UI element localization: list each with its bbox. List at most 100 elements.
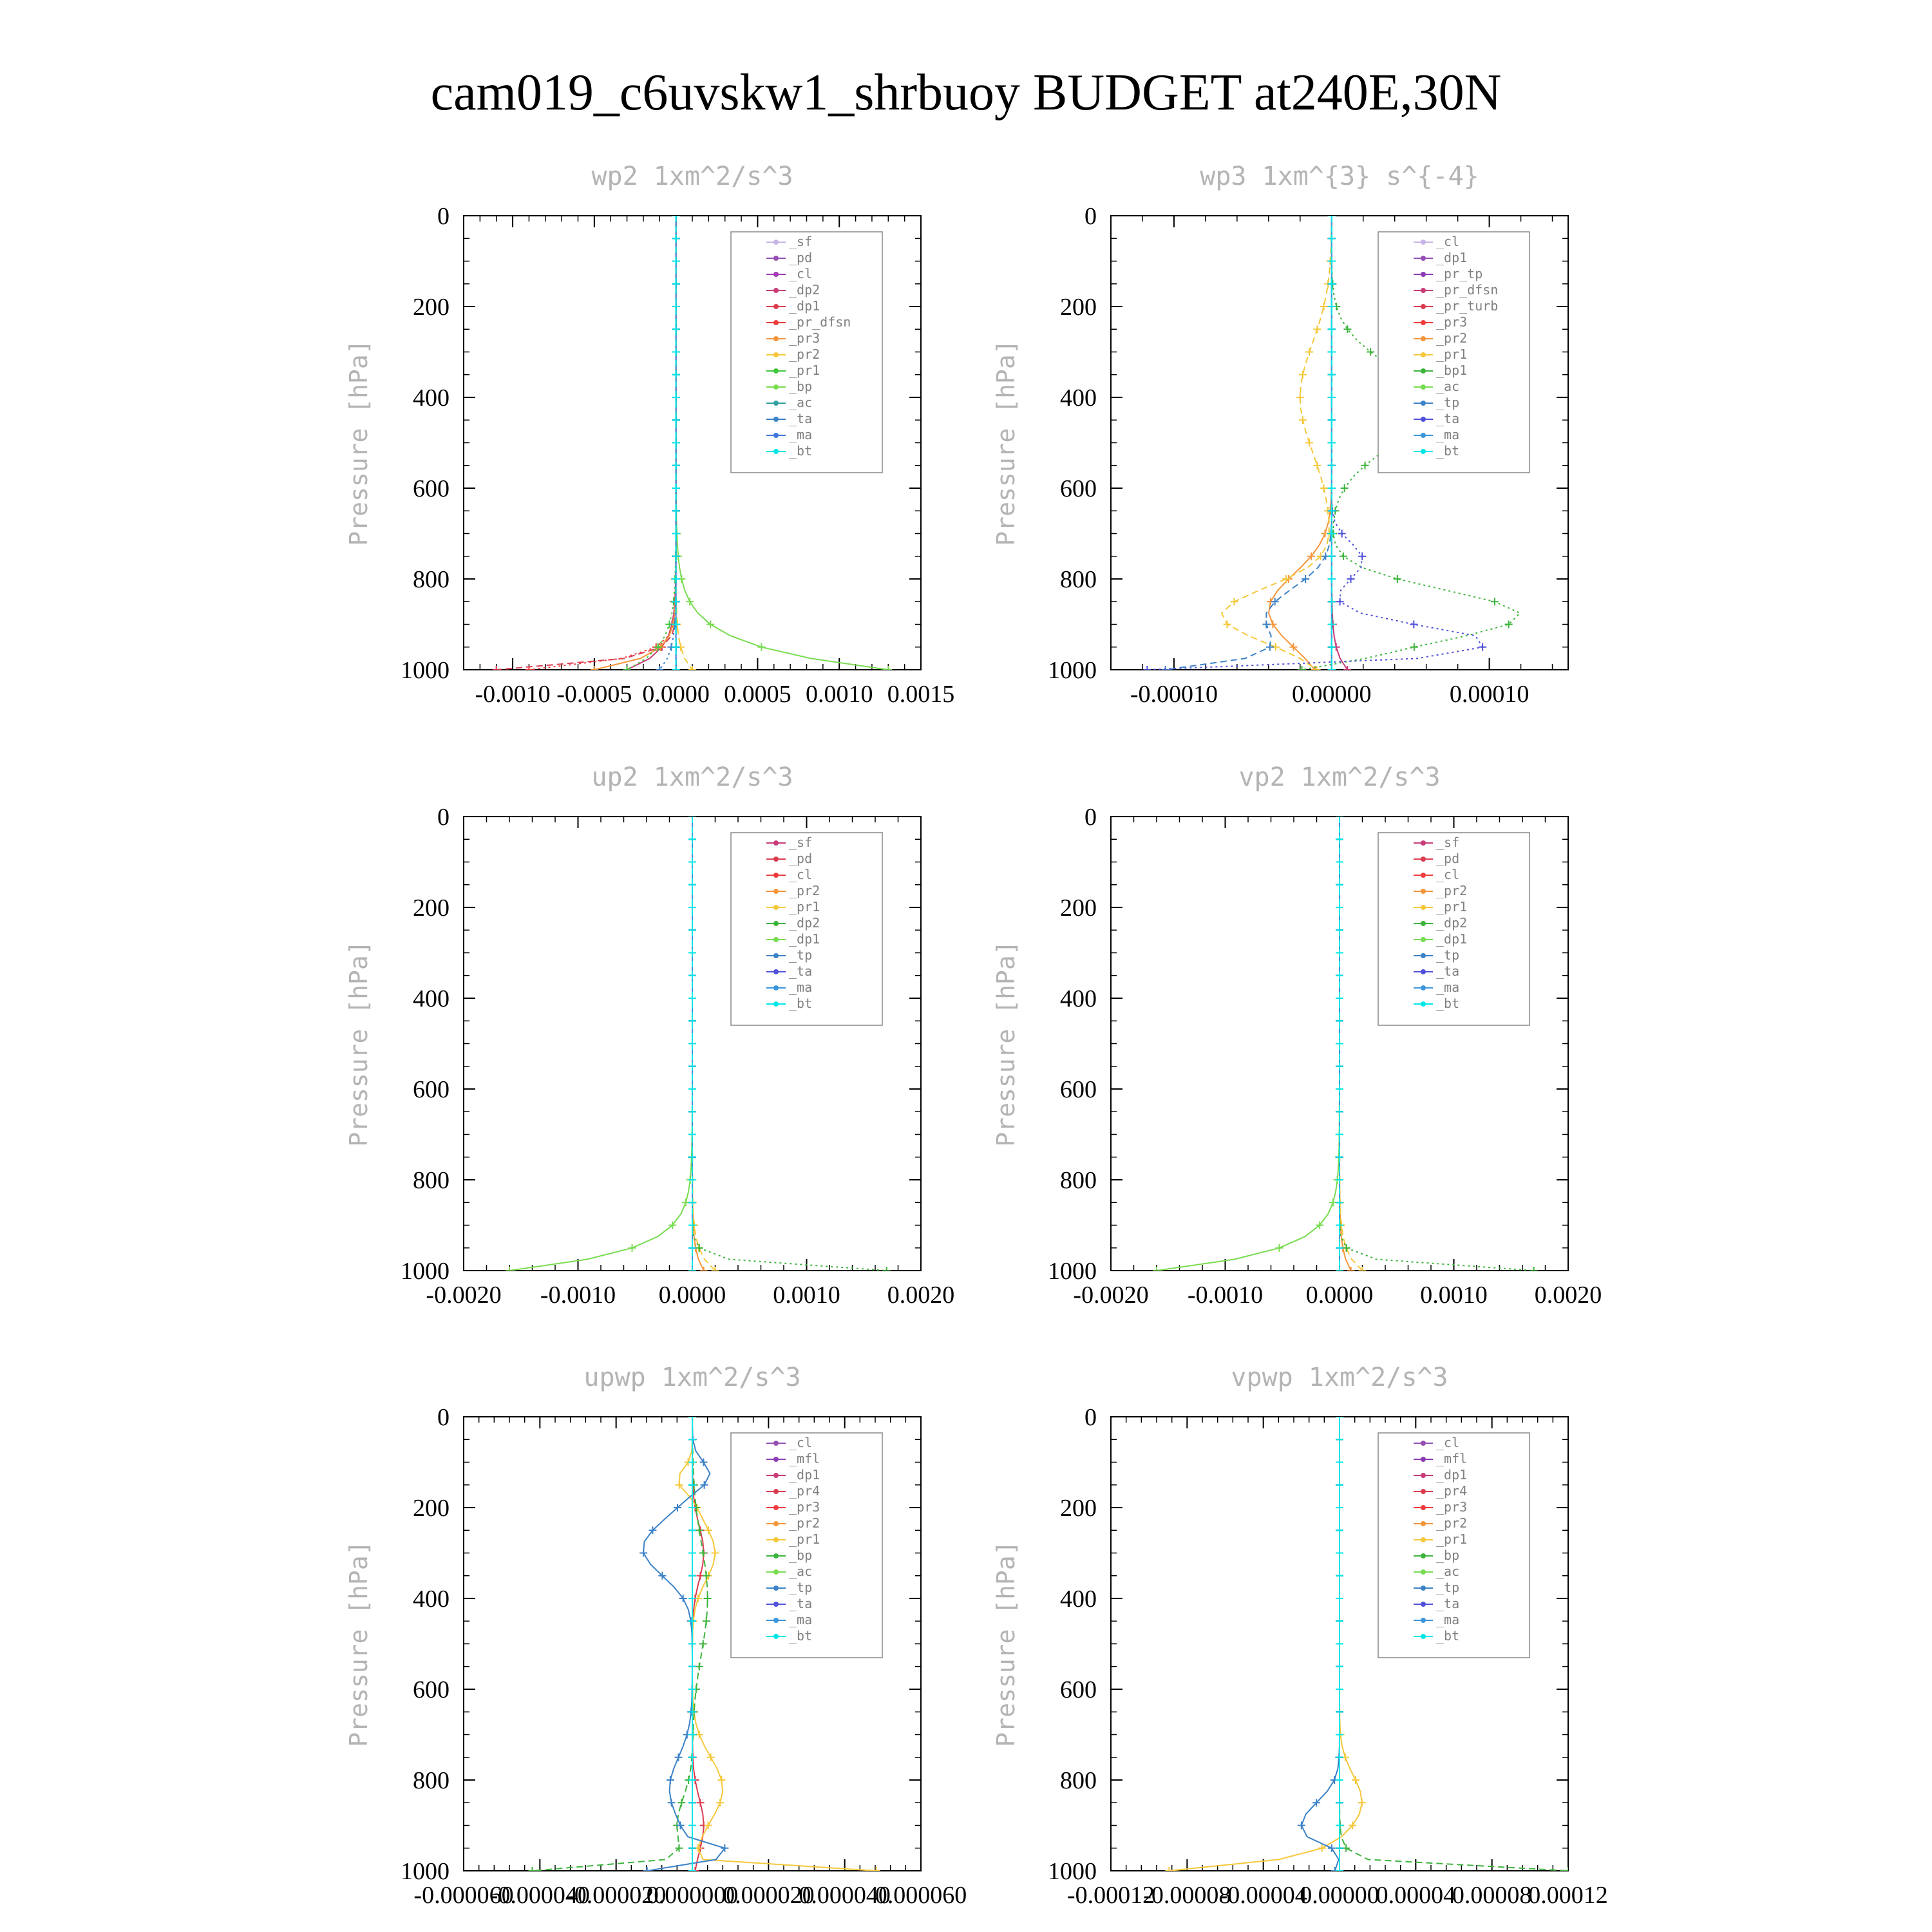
series-marker xyxy=(1336,858,1343,866)
series-marker xyxy=(1336,1458,1343,1466)
x-tick-label: -0.00010 xyxy=(1130,681,1218,708)
series-marker xyxy=(1153,1267,1160,1271)
series-marker xyxy=(1298,666,1306,670)
legend-label: _dp2 xyxy=(789,915,820,931)
legend-marker xyxy=(1421,1441,1426,1446)
legend-box xyxy=(730,832,883,1026)
legend-label: _pd xyxy=(789,851,812,866)
series-marker xyxy=(1336,1685,1343,1693)
series-marker xyxy=(672,461,680,469)
legend-label: _ta xyxy=(789,1596,812,1611)
legend-marker xyxy=(1421,1537,1426,1542)
series-marker xyxy=(1336,1595,1343,1602)
legend-marker xyxy=(1421,401,1426,406)
series-marker xyxy=(1367,348,1375,356)
series-marker xyxy=(688,1417,696,1421)
series-marker xyxy=(1361,461,1369,469)
legend-marker xyxy=(773,272,779,277)
series-marker xyxy=(1305,439,1314,447)
legend-marker xyxy=(773,336,779,341)
legend-label: _sf xyxy=(1436,835,1459,850)
legend-label: _pr2 xyxy=(789,883,820,898)
series-marker xyxy=(674,1753,683,1761)
legend-marker xyxy=(773,417,779,422)
series-marker xyxy=(1336,1730,1343,1739)
series-marker xyxy=(1343,666,1352,670)
chart-panel: wp2 1xm^2/s^3 Pressure [hPa] 0 200 400 600 800… xyxy=(345,162,954,708)
y-tick-label: 800 xyxy=(1060,1767,1097,1794)
legend-marker xyxy=(1421,921,1426,926)
series-marker xyxy=(688,1244,696,1252)
y-tick-label: 0 xyxy=(437,1404,450,1431)
legend-marker xyxy=(1421,304,1426,309)
legend-marker xyxy=(773,1001,779,1007)
series-marker xyxy=(1336,817,1343,820)
series-marker xyxy=(688,1595,696,1602)
series-marker xyxy=(1161,666,1170,670)
legend-label: _bt xyxy=(1436,1628,1459,1643)
series-marker xyxy=(688,666,696,670)
series-marker xyxy=(1327,257,1336,265)
legend-label: _pr1 xyxy=(1436,1531,1467,1547)
y-tick-label: 0 xyxy=(1084,804,1097,831)
y-tick-label: 600 xyxy=(1060,475,1097,502)
series-marker xyxy=(1262,620,1271,629)
legend-label: _cl xyxy=(789,867,812,882)
series-marker xyxy=(1296,393,1304,401)
series-marker xyxy=(1410,643,1418,651)
legend-marker xyxy=(1421,320,1426,325)
panel-title: wp2 1xm^2/s^3 xyxy=(591,162,793,191)
y-tick-label: 200 xyxy=(413,294,450,321)
legend-label: _pr4 xyxy=(1436,1483,1467,1499)
y-axis-label: Pressure [hPa] xyxy=(992,1540,1020,1747)
series-marker xyxy=(679,1595,687,1602)
series-marker xyxy=(704,1821,712,1830)
series-marker xyxy=(884,666,893,670)
y-tick-label: 0 xyxy=(437,203,450,230)
legend-label: _dp1 xyxy=(1436,1467,1467,1482)
series-marker xyxy=(1338,529,1346,538)
series-marker xyxy=(688,1730,696,1739)
series-marker xyxy=(1327,439,1336,447)
series-marker xyxy=(590,666,598,670)
x-tick-label: -0.00004 xyxy=(1220,1882,1307,1909)
y-tick-label: 1000 xyxy=(1048,657,1097,684)
y-tick-label: 200 xyxy=(413,1495,450,1522)
legend-marker xyxy=(773,1505,779,1510)
legend-marker xyxy=(773,889,779,894)
series-marker xyxy=(1298,370,1307,379)
legend-label: _sf xyxy=(789,234,812,249)
series-marker xyxy=(688,1753,696,1761)
legend-marker xyxy=(773,288,779,293)
series-marker xyxy=(1347,575,1355,583)
legend-label: _pr2 xyxy=(789,1515,820,1531)
x-tick-label: 0.000060 xyxy=(875,1882,967,1909)
series-marker xyxy=(699,1458,708,1466)
series-marker xyxy=(702,1617,710,1625)
y-tick-label: 600 xyxy=(1060,1676,1097,1703)
series-group xyxy=(528,1417,880,1871)
series-marker xyxy=(1336,1153,1343,1161)
legend-label: _dp1 xyxy=(1436,250,1467,265)
series-marker xyxy=(525,666,533,670)
series-group xyxy=(1153,817,1538,1271)
series-marker xyxy=(1336,598,1344,606)
series-marker xyxy=(688,926,696,934)
y-tick-label: 0 xyxy=(1084,203,1097,230)
series-marker xyxy=(643,1867,651,1871)
series-marker xyxy=(688,1085,696,1093)
series-marker xyxy=(1336,1108,1343,1116)
series-marker xyxy=(717,1776,726,1784)
series-marker xyxy=(688,1198,696,1207)
legend-marker xyxy=(773,1441,779,1446)
x-tick-label: 0.000040 xyxy=(799,1882,891,1909)
y-tick-label: 1000 xyxy=(1048,1858,1097,1885)
legend-label: _bt xyxy=(789,443,812,459)
legend-marker xyxy=(1421,857,1426,862)
panel-title: up2 1xm^2/s^3 xyxy=(591,762,793,792)
legend-label: _pr3 xyxy=(789,330,820,346)
series-marker xyxy=(1349,1821,1357,1830)
series-marker xyxy=(1329,1198,1337,1207)
chart-panel: wp3 1xm^{3} s^{-4} Pressure [hPa] 0 200 400 6… xyxy=(992,162,1569,708)
legend-label: _pr1 xyxy=(789,899,820,914)
